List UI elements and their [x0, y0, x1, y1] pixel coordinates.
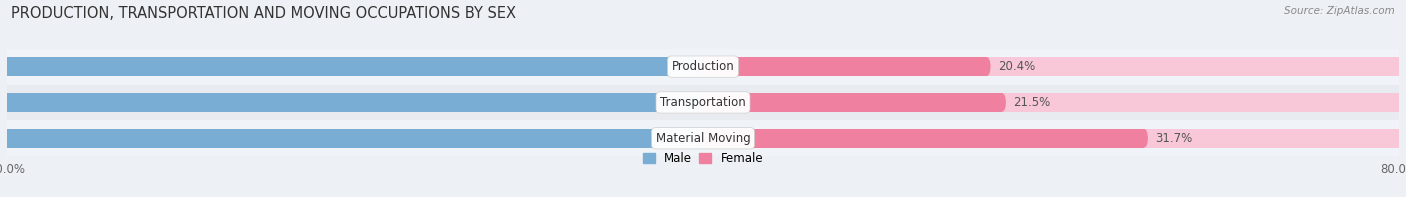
Ellipse shape	[10, 93, 18, 112]
Bar	[0, 129, 703, 148]
Ellipse shape	[699, 93, 707, 112]
Bar	[7, 93, 703, 112]
Bar	[7, 129, 703, 148]
Text: 21.5%: 21.5%	[1014, 96, 1050, 109]
Bar	[0, 57, 703, 76]
Ellipse shape	[699, 93, 707, 112]
Bar	[703, 93, 1399, 112]
Text: Source: ZipAtlas.com: Source: ZipAtlas.com	[1284, 6, 1395, 16]
Ellipse shape	[699, 57, 707, 76]
Ellipse shape	[699, 93, 707, 112]
Ellipse shape	[983, 57, 991, 76]
Bar	[14, 129, 703, 148]
Bar	[14, 93, 703, 112]
Bar	[7, 49, 1399, 85]
Bar	[703, 129, 1392, 148]
Bar	[7, 85, 1399, 120]
Ellipse shape	[1388, 129, 1396, 148]
Bar	[703, 93, 1392, 112]
Ellipse shape	[699, 57, 707, 76]
Bar	[703, 57, 987, 76]
Bar	[703, 129, 1144, 148]
Ellipse shape	[998, 93, 1005, 112]
Bar	[703, 129, 1399, 148]
Bar	[7, 120, 1399, 156]
Ellipse shape	[699, 129, 707, 148]
Ellipse shape	[699, 129, 707, 148]
Bar	[703, 57, 1399, 76]
Legend: Male, Female: Male, Female	[643, 152, 763, 165]
Text: Material Moving: Material Moving	[655, 132, 751, 145]
Ellipse shape	[699, 57, 707, 76]
Text: PRODUCTION, TRANSPORTATION AND MOVING OCCUPATIONS BY SEX: PRODUCTION, TRANSPORTATION AND MOVING OC…	[11, 6, 516, 21]
Text: 31.7%: 31.7%	[1156, 132, 1192, 145]
Bar	[703, 57, 1392, 76]
Ellipse shape	[10, 57, 18, 76]
Bar	[703, 93, 1002, 112]
Bar	[14, 57, 703, 76]
Ellipse shape	[699, 57, 707, 76]
Ellipse shape	[1388, 57, 1396, 76]
Bar	[0, 93, 703, 112]
Ellipse shape	[1388, 93, 1396, 112]
Ellipse shape	[699, 129, 707, 148]
Ellipse shape	[699, 129, 707, 148]
Ellipse shape	[699, 93, 707, 112]
Ellipse shape	[10, 129, 18, 148]
Text: 20.4%: 20.4%	[998, 60, 1035, 73]
Text: Production: Production	[672, 60, 734, 73]
Bar	[7, 57, 703, 76]
Text: Transportation: Transportation	[661, 96, 745, 109]
Ellipse shape	[1140, 129, 1147, 148]
